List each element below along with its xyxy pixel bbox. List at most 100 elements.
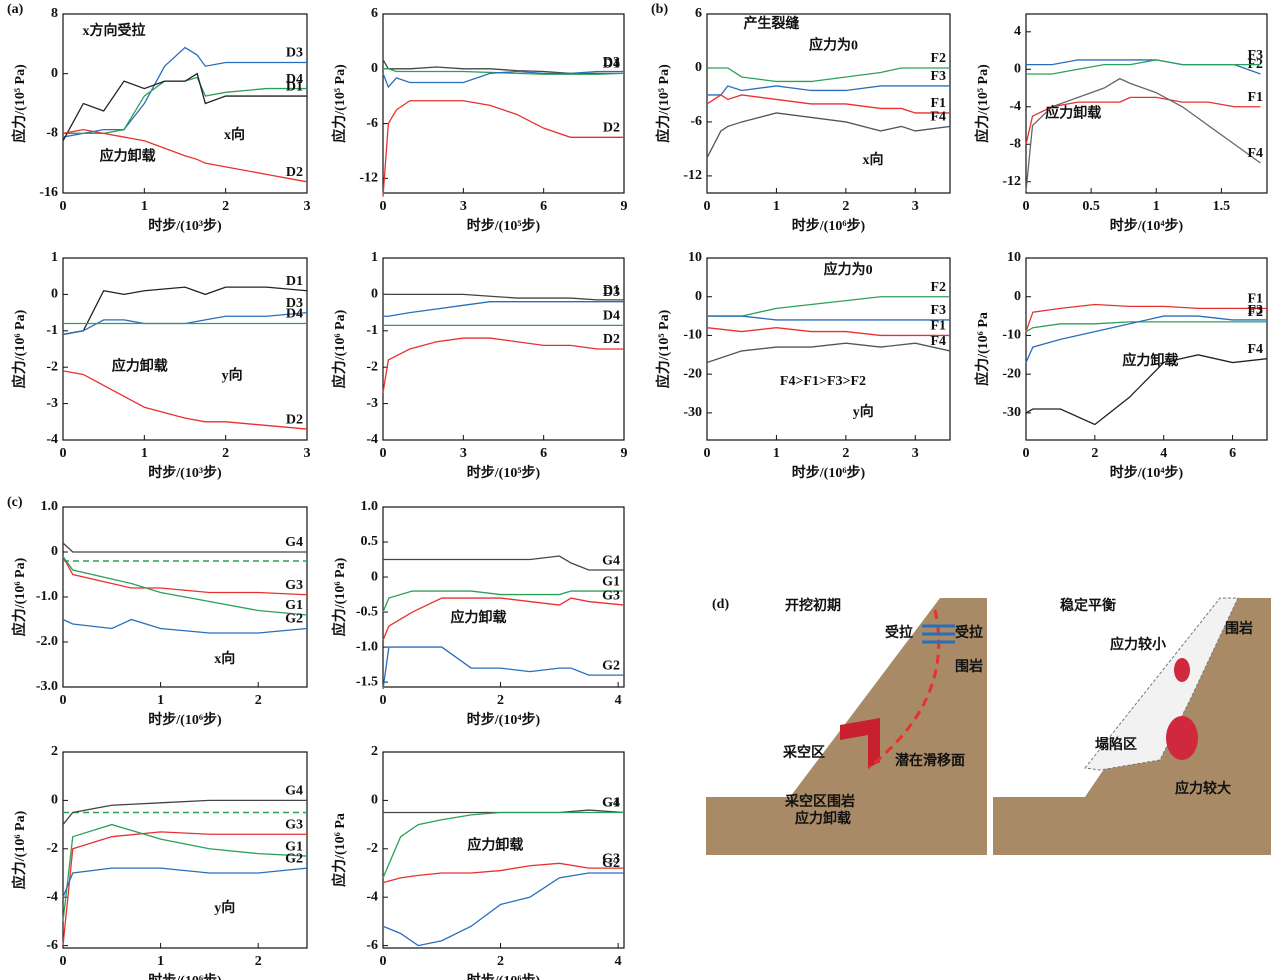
annotation: 应力卸载 <box>450 609 506 626</box>
tension-marks <box>922 624 955 644</box>
y-tick-label: 0.5 <box>361 534 379 549</box>
x-tick-label: 0 <box>704 446 711 461</box>
x-tick-label: 0.5 <box>1082 199 1100 214</box>
y-axis-label: 应力/(10⁶ Pa) <box>11 309 28 388</box>
y-axis-label: 应力/(10⁵ Pa) <box>655 64 672 143</box>
x-axis-label: 时步/(10³步) <box>148 464 222 481</box>
x-tick-label: 3 <box>460 446 467 461</box>
series-label: F2 <box>1247 305 1263 320</box>
series-label: G3 <box>285 578 303 593</box>
series-label: D3 <box>286 46 303 61</box>
plot-frame <box>1025 257 1268 441</box>
x-axis-label: 时步/(10⁵步) <box>467 217 541 234</box>
series-line <box>383 301 624 317</box>
x-tick-label: 2 <box>1091 446 1098 461</box>
diagram-label: 开挖初期 <box>785 597 841 614</box>
y-tick-label: 10 <box>1007 250 1021 265</box>
series-line <box>383 293 624 301</box>
x-tick-label: 1 <box>773 446 780 461</box>
y-tick-label: -1.0 <box>356 639 378 654</box>
diagram-label: 稳定平衡 <box>1060 597 1116 614</box>
series-label: G4 <box>602 796 620 811</box>
y-tick-label: 10 <box>688 250 702 265</box>
x-axis-label: 时步/(10³步) <box>148 217 222 234</box>
series-label: F4 <box>930 110 946 125</box>
x-tick-label: 2 <box>255 954 262 969</box>
x-tick-label: 0 <box>60 954 67 969</box>
series-label: D3 <box>603 55 620 70</box>
series-label: G4 <box>285 535 303 550</box>
series-label: F1 <box>1247 292 1263 307</box>
x-tick-label: 0 <box>60 693 67 708</box>
series-line <box>707 296 950 317</box>
y-tick-label: -2 <box>366 841 378 856</box>
series-line <box>383 68 625 75</box>
y-tick-label: -12 <box>1002 174 1021 189</box>
y-tick-label: 0 <box>371 61 378 76</box>
y-axis-label: 应力/(10⁵ Pa) <box>331 64 348 143</box>
x-tick-label: 0 <box>60 199 67 214</box>
x-tick-label: 3 <box>912 199 919 214</box>
x-tick-label: 3 <box>304 446 311 461</box>
series-line <box>382 862 624 884</box>
x-tick-label: 4 <box>615 693 622 708</box>
series-label: D2 <box>603 121 620 136</box>
series-line <box>62 556 308 616</box>
diagram-label: 围岩 <box>955 658 983 675</box>
diagram <box>706 597 1271 855</box>
annotation: x方向受拉 <box>83 22 146 39</box>
series-label: F3 <box>1247 303 1263 318</box>
diagram-label: 受拉 <box>955 624 983 641</box>
y-tick-label: 1 <box>51 250 58 265</box>
y-tick-label: 0 <box>1014 289 1021 304</box>
y-tick-label: 0 <box>695 289 702 304</box>
y-tick-label: -6 <box>366 938 378 953</box>
series-label: F1 <box>1247 90 1263 105</box>
series-label: G1 <box>602 574 620 589</box>
x-axis-label: 时步/(10⁴步) <box>1110 464 1184 481</box>
annotation: x向 <box>214 650 235 667</box>
series-line <box>382 597 625 641</box>
y-tick-label: -8 <box>46 126 58 141</box>
series-line <box>1026 59 1261 75</box>
y-tick-label: -1.0 <box>36 589 58 604</box>
diagram-label: (d) <box>712 597 729 612</box>
plot-frame <box>382 751 625 949</box>
y-tick-label: -30 <box>683 405 702 420</box>
y-tick-label: 0 <box>371 793 378 808</box>
series-label: F2 <box>930 51 946 66</box>
series-line <box>382 337 624 393</box>
diagram-label: 应力较大 <box>1175 780 1231 797</box>
panel-label: (b) <box>651 2 668 17</box>
series-line <box>382 872 624 947</box>
y-tick-label: -20 <box>1002 366 1021 381</box>
x-axis-label: 时步/(10⁶步) <box>792 464 866 481</box>
series-line <box>382 70 624 89</box>
y-tick-label: -12 <box>359 171 378 186</box>
series-line <box>383 809 625 814</box>
x-tick-label: 1 <box>157 693 164 708</box>
y-tick-label: 1.0 <box>41 499 59 514</box>
series-label: D3 <box>286 296 303 311</box>
diagram-label: 应力较小 <box>1110 636 1166 653</box>
annotation: 应力卸载 <box>112 357 168 374</box>
y-tick-label: 1 <box>371 250 378 265</box>
series-label: G2 <box>285 851 303 866</box>
x-tick-label: 1 <box>157 954 164 969</box>
x-tick-label: 2 <box>222 446 229 461</box>
y-tick-label: -1 <box>46 323 58 338</box>
diagram-label: 塌陷区 <box>1095 736 1137 753</box>
diagram-label: 应力卸载 <box>795 810 851 827</box>
annotation: x向 <box>224 126 245 143</box>
y-tick-label: 6 <box>371 6 378 21</box>
x-axis-label: 时步/(10⁵步) <box>467 464 541 481</box>
y-tick-label: -20 <box>683 366 702 381</box>
series-label: D1 <box>286 79 303 94</box>
series-label: D1 <box>286 274 303 289</box>
annotation: x向 <box>863 151 884 168</box>
series-line <box>706 94 950 114</box>
series-line <box>62 799 307 826</box>
y-tick-label: -6 <box>46 938 58 953</box>
series-label: F3 <box>930 303 946 318</box>
series-line <box>382 646 624 690</box>
